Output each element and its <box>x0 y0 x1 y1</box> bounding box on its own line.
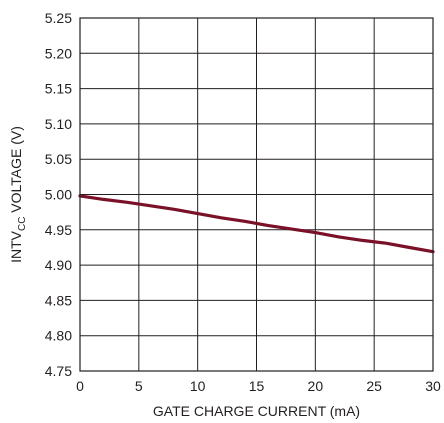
y-axis-title-prefix: INTV <box>8 230 24 263</box>
x-tick-label: 25 <box>366 378 382 394</box>
y-axis-title-suffix: VOLTAGE (V) <box>8 126 24 217</box>
y-axis-title-subscript: CC <box>17 217 28 231</box>
y-tick-label: 5.15 <box>45 81 72 97</box>
series-line <box>78 194 435 254</box>
y-tick-label: 5.00 <box>45 187 72 203</box>
grid-lines <box>80 18 433 371</box>
x-tick-label: 20 <box>308 378 324 394</box>
x-tick-label: 5 <box>135 378 143 394</box>
y-axis-title: INTVCC VOLTAGE (V) <box>8 126 28 263</box>
y-tick-label: 5.25 <box>45 10 72 26</box>
x-tick-label: 30 <box>425 378 441 394</box>
y-tick-label: 4.90 <box>45 257 72 273</box>
y-tick-labels: 4.75 4.80 4.85 4.90 4.95 5.00 5.05 5.10 5.15 5.20… <box>45 10 72 379</box>
y-tick-label: 5.05 <box>45 151 72 167</box>
x-axis-title: GATE CHARGE CURRENT (mA) <box>153 403 360 419</box>
y-tick-label: 4.75 <box>45 363 72 379</box>
x-tick-labels: 0 5 10 15 20 25 30 <box>76 378 441 394</box>
y-tick-label: 5.10 <box>45 116 72 132</box>
x-tick-label: 0 <box>76 378 84 394</box>
plot-frame <box>79 17 434 372</box>
y-tick-label: 5.20 <box>45 45 72 61</box>
data-series <box>78 194 435 254</box>
x-tick-label: 15 <box>249 378 265 394</box>
x-tick-label: 10 <box>190 378 206 394</box>
y-tick-label: 4.80 <box>45 328 72 344</box>
y-tick-label: 4.95 <box>45 222 72 238</box>
y-tick-label: 4.85 <box>45 292 72 308</box>
